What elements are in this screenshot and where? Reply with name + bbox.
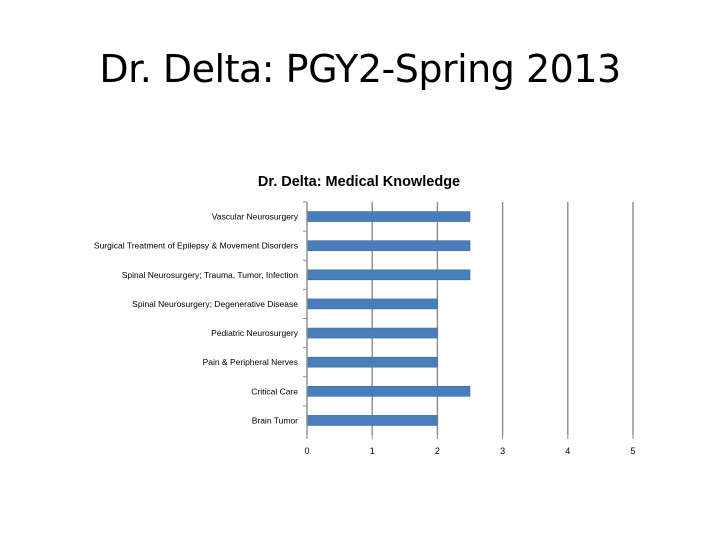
- x-tick-label: 4: [565, 446, 570, 456]
- bar: [306, 415, 438, 426]
- bar: [306, 386, 471, 397]
- chart-title: Dr. Delta: Medical Knowledge: [258, 174, 460, 190]
- bar-chart: Dr. Delta: Medical Knowledge 0 1 2 3 4 5 Vascu…: [94, 174, 636, 456]
- bar: [306, 356, 438, 368]
- category-label: Pediatric Neurosurgery: [211, 328, 299, 338]
- category-label: Brain Tumor: [252, 415, 298, 425]
- bar: [306, 211, 471, 222]
- category-label: Surgical Treatment of Epilepsy & Movemen…: [94, 241, 298, 251]
- bar: [306, 298, 438, 310]
- category-label: Vascular Neurosurgery: [212, 212, 299, 222]
- bar: [306, 240, 471, 251]
- bar: [306, 327, 438, 339]
- slide-title: Dr. Delta: PGY2-Spring 2013: [99, 47, 621, 91]
- category-label: Critical Care: [251, 386, 298, 396]
- category-label: Pain & Peripheral Nerves: [203, 357, 298, 367]
- x-tick-label: 2: [435, 446, 440, 456]
- category-label: Spinal Neurosurgery; Trauma, Tumor, Infe…: [122, 270, 298, 280]
- x-tick-label: 5: [630, 446, 635, 456]
- category-label: Spinal Neurosurgery; Degenerative Diseas…: [132, 299, 298, 309]
- bar: [306, 269, 471, 281]
- x-tick-label: 1: [370, 446, 375, 456]
- x-tick-label: 0: [304, 446, 309, 456]
- x-tick-label: 3: [500, 446, 505, 456]
